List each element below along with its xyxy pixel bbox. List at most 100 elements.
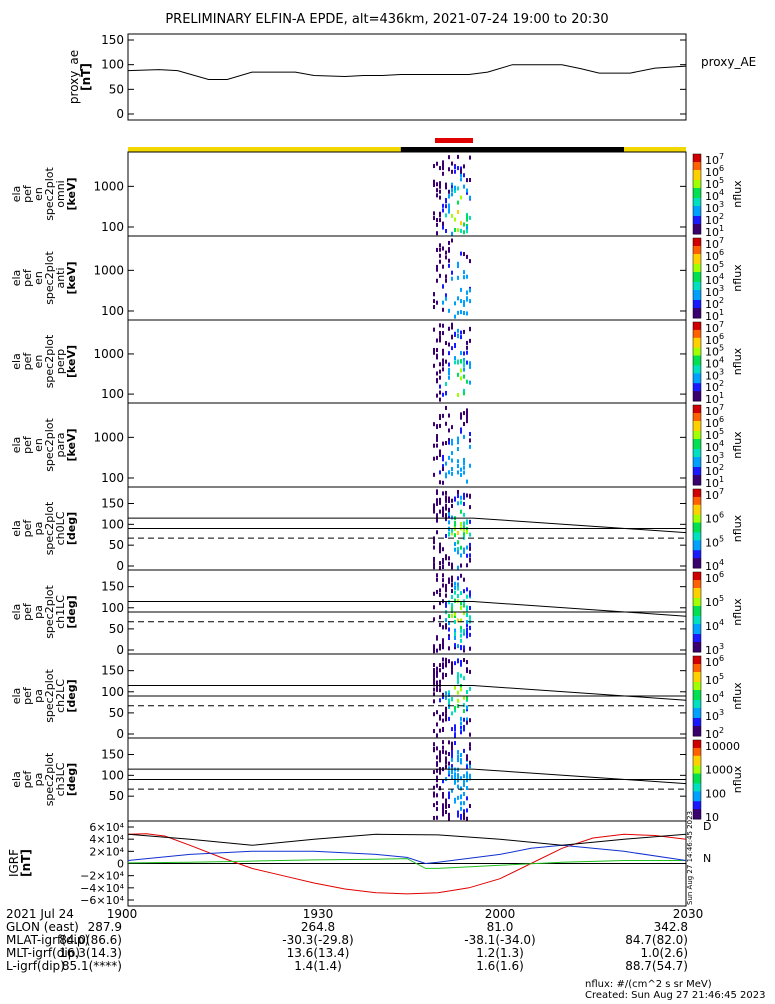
spectrogram-cell [451,613,453,618]
colorbar-segment [693,288,701,291]
spectrogram-cell [457,795,459,800]
colorbar-segment [693,779,701,782]
loss-cone-upper-line [472,517,687,534]
spectrogram-cell [463,577,465,582]
spectrogram-cell [433,422,435,427]
spectrogram-cell [436,768,438,773]
proxy-ae-line [127,64,687,80]
proxy-ae-ylabel-line: [nT] [79,63,93,91]
spectrogram-cell [469,177,471,182]
spectrogram-cell [442,362,444,367]
spectrogram-cell [454,590,456,595]
spectrogram-cell [448,496,450,501]
spectrogram-cell [454,773,456,778]
spectrogram-cell [433,692,435,697]
spectrogram-cell [457,547,459,552]
spectrogram-cell [466,178,468,183]
panel-anti-ytick-label: 1000 [93,263,124,277]
spectrogram-cell [451,602,453,607]
spectrogram-cell [442,506,444,511]
spectrogram-cell [442,662,444,667]
colorbar-segment [693,504,701,508]
colorbar-segment [693,325,701,329]
colorbar-segment [693,512,701,516]
colorbar-segment [693,718,701,721]
status-bar-yellow-left [128,147,401,152]
footer-value: 1.6(1.6) [476,959,524,973]
spectrogram-cell [436,755,438,760]
spectrogram-cell [457,767,459,772]
igrf-ytick-label: −2×10⁴ [80,870,124,883]
colorbar-segment [693,196,701,199]
spectrogram-cell [463,302,465,307]
spectrogram-cell [448,636,450,641]
spectrogram-cell [460,725,462,730]
colorbar-segment [693,160,701,163]
spectrogram-cell [439,323,441,328]
spectrogram-cell [448,698,450,703]
colorbar-segment [693,278,701,281]
panel-ch3LC-ylabel-line: pef [21,770,34,789]
spectrogram-cell [448,646,450,651]
colorbar-segment [693,787,701,790]
panel-ch1LC-colorbar-tick: 103 [705,642,724,657]
spectrogram-cell [445,588,447,593]
spectrogram-cell [454,581,456,586]
colorbar-segment [693,612,701,615]
colorbar-segment [693,741,701,745]
spectrogram-cell [469,803,471,808]
igrf-series-line [127,858,686,869]
spectrogram-cell [454,635,456,640]
spectrogram-cell [460,662,462,667]
spectrogram-cell [469,558,471,563]
spectrogram-cell [454,799,456,804]
spectrogram-cell [466,627,468,632]
science-zone-marker [435,138,473,143]
colorbar-segment [693,226,701,229]
colorbar-segment [693,353,701,357]
colorbar-segment [693,658,701,661]
spectrogram-cell [445,340,447,345]
spectrogram-cell [436,353,438,358]
colorbar-segment [693,218,701,221]
spectrogram-cell [457,154,459,159]
spectrogram-cell [463,783,465,788]
spectrogram-cell [436,648,438,653]
colorbar-segment [693,304,701,307]
spectrogram-cell [439,716,441,721]
colorbar-segment [693,166,701,169]
spectrogram-cell [466,816,468,821]
spectrogram-cell [448,375,450,380]
colorbar-segment [693,644,701,647]
spectrogram-cell [448,155,450,160]
colorbar-segment [693,528,701,531]
spectrogram-cell [466,545,468,550]
spectrogram-cell [454,727,456,732]
spectrogram-cell [439,423,441,428]
colorbar-segment [693,680,701,683]
spectrogram-cell [451,466,453,471]
spectrogram-cell [448,740,450,745]
colorbar-segment [693,664,701,667]
panel-anti-colorbar-tick: 101 [705,308,724,323]
colorbar-segment [693,369,701,372]
colorbar-segment [693,244,701,247]
panel-perp-colorbar-tick: 101 [705,391,724,406]
colorbar-segment [693,668,701,671]
colorbar-segment [693,710,701,713]
spectrogram-cell [445,461,447,466]
spectrogram-cell [439,728,441,733]
spectrogram-cell [460,760,462,765]
spectrogram-cell [433,327,435,332]
spectrogram-cell [457,436,459,441]
panel-omni-colorbar-tick: 103 [705,200,724,215]
spectrogram-cell [448,791,450,796]
colorbar-segment [693,449,701,452]
colorbar-segment [693,232,701,235]
panel-ch0LC-ylabel-line: spec2plot [43,501,56,555]
spectrogram-cell [451,231,453,236]
spectrogram-cell [445,228,447,233]
spectrogram-cell [448,812,450,817]
colorbar-segment [693,437,701,440]
spectrogram-cell [451,594,453,599]
